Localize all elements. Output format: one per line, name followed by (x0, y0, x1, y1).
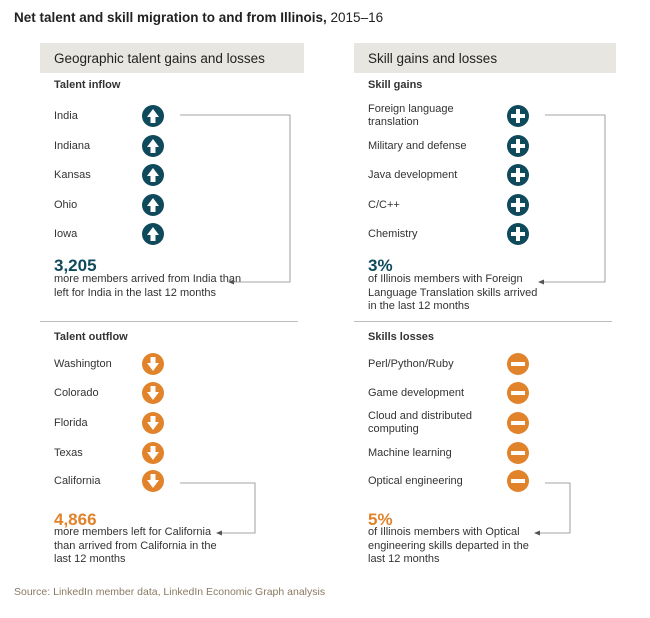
outflow-item-label: Florida (54, 416, 88, 429)
losses-item-label: Game development (368, 386, 464, 399)
gains-item-label: Military and defense (368, 139, 467, 152)
inflow-connector (180, 114, 291, 283)
minus-icon (507, 382, 529, 404)
skill-losses-heading: Skills losses (368, 331, 435, 343)
arrow-up-icon (142, 223, 164, 245)
minus-icon (507, 442, 529, 464)
losses-item-label: Machine learning (368, 446, 452, 459)
inflow-item-label: Iowa (54, 227, 78, 240)
losses-number: 5% (368, 510, 393, 529)
losses-description: of Illinois members with Optical enginee… (368, 526, 529, 565)
outflow-number: 4,866 (54, 510, 97, 529)
inflow-item-label: Indiana (54, 139, 91, 152)
gains-item-label: C/C++ (368, 198, 400, 211)
right-divider (354, 321, 612, 322)
gains-item-label: Java development (368, 168, 458, 181)
arrow-up-icon (142, 105, 164, 127)
plus-icon (507, 164, 529, 186)
gains-number: 3% (368, 256, 393, 275)
arrow-up-icon (142, 164, 164, 186)
minus-icon (507, 353, 529, 375)
source-note: Source: LinkedIn member data, LinkedIn E… (14, 586, 326, 598)
outflow-item-label: Washington (54, 357, 112, 370)
minus-icon (507, 470, 529, 492)
outflow-item-label: California (54, 474, 101, 487)
inflow-number: 3,205 (54, 256, 97, 275)
outflow-item-label: Texas (54, 446, 83, 459)
left-panel-header: Geographic talent gains and losses (40, 43, 304, 73)
gains-item-label: Chemistry (368, 227, 418, 240)
gains-description: of Illinois members with Foreign Languag… (368, 273, 538, 312)
chart-title: Net talent and skill migration to and fr… (14, 10, 384, 25)
inflow-item-label: India (54, 109, 78, 122)
arrow-down-icon (142, 470, 164, 492)
plus-icon (507, 135, 529, 157)
inflow-item-label: Ohio (54, 198, 78, 211)
talent-outflow-heading: Talent outflow (54, 331, 128, 343)
outflow-item-label: Colorado (54, 386, 99, 399)
losses-item-label: Perl/Python/Ruby (368, 357, 454, 370)
inflow-item-label: Kansas (54, 168, 91, 181)
losses-item-label: Optical engineering (368, 474, 463, 487)
arrow-down-icon (142, 412, 164, 434)
arrow-down-icon (142, 382, 164, 404)
gains-item-label: Foreign language translation (368, 103, 454, 128)
plus-icon (507, 105, 529, 127)
right-panel-header: Skill gains and losses (354, 43, 616, 73)
skill-gains-heading: Skill gains (368, 79, 423, 91)
outflow-description: more members left for California than ar… (54, 526, 217, 565)
arrow-up-icon (142, 135, 164, 157)
plus-icon (507, 194, 529, 216)
inflow-description: more members arrived from India than lef… (54, 273, 242, 299)
talent-inflow-heading: Talent inflow (54, 79, 121, 91)
gains-connector (542, 114, 606, 283)
arrow-up-icon (142, 194, 164, 216)
plus-icon (507, 223, 529, 245)
losses-item-label: Cloud and distributed computing (368, 410, 472, 435)
arrow-down-icon (142, 442, 164, 464)
left-divider (40, 321, 298, 322)
minus-icon (507, 412, 529, 434)
arrow-down-icon (142, 353, 164, 375)
